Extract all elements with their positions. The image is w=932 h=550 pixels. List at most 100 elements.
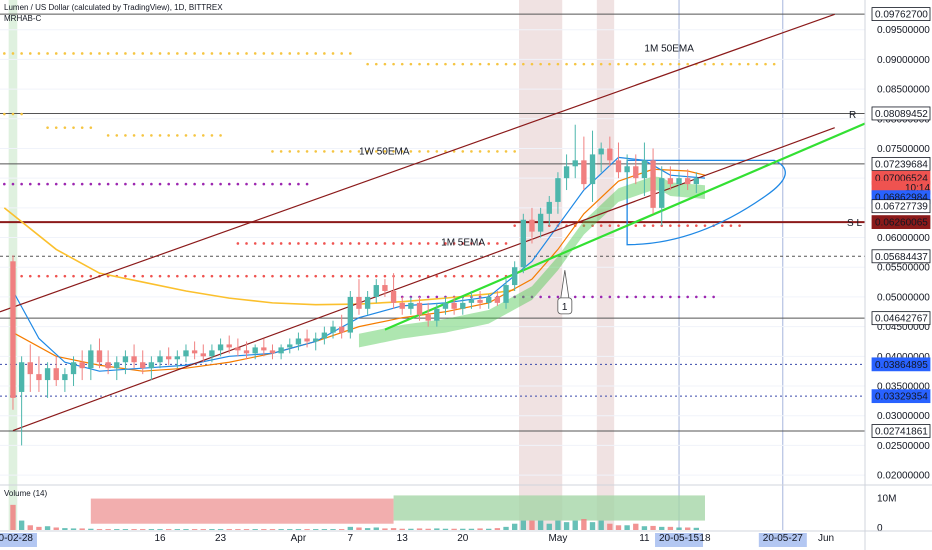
candle bbox=[494, 290, 501, 306]
price-badge-box bbox=[871, 357, 931, 372]
volume-bar bbox=[321, 529, 328, 530]
level-dot bbox=[323, 52, 326, 55]
price-badge: 0.08089452 bbox=[871, 106, 931, 121]
candle-body bbox=[494, 296, 501, 303]
level-dot bbox=[331, 52, 335, 55]
level-dot bbox=[573, 295, 577, 299]
candle bbox=[295, 332, 302, 351]
level-dot bbox=[435, 62, 439, 66]
date-tick-label: 13 bbox=[397, 533, 409, 544]
price-badge-box bbox=[871, 249, 931, 264]
level-dot bbox=[513, 150, 516, 153]
level-dot bbox=[201, 52, 205, 55]
volume-bar bbox=[693, 527, 700, 530]
volume-bar bbox=[408, 528, 414, 530]
candle bbox=[416, 296, 423, 321]
candle-body bbox=[105, 362, 111, 369]
candle bbox=[460, 296, 466, 315]
price-tick-label: 0.04000000 bbox=[877, 352, 930, 363]
candle-body bbox=[676, 178, 682, 185]
level-dot bbox=[20, 182, 23, 186]
candle-body bbox=[667, 178, 674, 185]
candle-body bbox=[140, 362, 146, 369]
level-dot bbox=[487, 62, 491, 66]
level-dot bbox=[582, 224, 586, 227]
volume-bar bbox=[563, 522, 570, 530]
volume-bar bbox=[347, 526, 354, 530]
level-dot bbox=[444, 150, 447, 153]
level-dot bbox=[349, 242, 352, 245]
level-dot bbox=[297, 242, 300, 245]
level-dot bbox=[634, 62, 638, 66]
level-dot bbox=[236, 274, 240, 278]
date-tick-label: 16 bbox=[154, 533, 166, 544]
level-dot bbox=[669, 62, 672, 66]
level-dot bbox=[98, 52, 101, 55]
candle bbox=[373, 279, 379, 303]
level-dot bbox=[28, 52, 32, 55]
candle-body bbox=[330, 326, 336, 333]
level-dot bbox=[46, 52, 49, 55]
level-dot bbox=[141, 182, 145, 186]
volume-bar bbox=[36, 526, 42, 530]
candle-body bbox=[217, 344, 224, 351]
level-dot bbox=[677, 224, 681, 227]
candle bbox=[693, 172, 700, 194]
volume-bar bbox=[494, 528, 501, 530]
candle-body bbox=[252, 347, 258, 354]
level-dot bbox=[487, 242, 491, 245]
candle bbox=[650, 148, 656, 214]
candle bbox=[36, 356, 42, 392]
candle bbox=[27, 344, 33, 392]
candle-body bbox=[624, 166, 630, 173]
level-dot bbox=[219, 274, 222, 278]
volume-bar bbox=[537, 520, 544, 530]
candle-body bbox=[191, 350, 198, 354]
level-dot bbox=[124, 134, 127, 137]
level-dot bbox=[651, 62, 655, 66]
level-dot bbox=[452, 62, 456, 66]
dotted-level bbox=[3, 112, 23, 116]
volume-bar bbox=[122, 529, 129, 530]
level-dot bbox=[150, 182, 153, 186]
volume-bar bbox=[235, 529, 241, 530]
date-tick-label: 7 bbox=[348, 533, 354, 544]
level-dot bbox=[392, 242, 395, 245]
level-dot bbox=[712, 62, 715, 66]
volume-bar bbox=[434, 528, 440, 530]
date-tick-label: 20-05-15 bbox=[659, 533, 699, 544]
level-dot bbox=[184, 182, 188, 186]
candle-body bbox=[693, 178, 700, 185]
level-dot bbox=[288, 242, 292, 245]
level-dot bbox=[487, 150, 491, 153]
candle-body bbox=[287, 344, 293, 348]
level-dot bbox=[314, 274, 318, 278]
candle bbox=[44, 362, 51, 398]
volume-bar bbox=[79, 528, 85, 530]
level-dot bbox=[366, 150, 369, 153]
volume-bar bbox=[650, 525, 656, 530]
level-dot bbox=[703, 224, 707, 227]
price-badge-box bbox=[871, 106, 931, 121]
date-highlight-box bbox=[758, 533, 807, 547]
candle bbox=[330, 320, 336, 339]
level-dot bbox=[392, 62, 395, 66]
candle-body bbox=[399, 302, 405, 309]
volume-bar bbox=[70, 528, 77, 530]
candle bbox=[191, 341, 198, 360]
candle-body bbox=[641, 160, 648, 179]
label-r: R bbox=[849, 110, 856, 121]
candle-body bbox=[174, 356, 181, 360]
candle-body bbox=[148, 362, 155, 369]
level-dot bbox=[115, 52, 119, 55]
date-tick-label: 20-05-27 bbox=[763, 533, 803, 544]
candle bbox=[425, 302, 431, 327]
candle-body bbox=[425, 314, 431, 321]
level-dot bbox=[245, 242, 248, 245]
level-dot bbox=[80, 182, 84, 186]
level-dot bbox=[262, 52, 266, 55]
volume-bar bbox=[295, 529, 302, 530]
candle-body bbox=[10, 261, 16, 398]
dotted-level bbox=[236, 242, 508, 245]
